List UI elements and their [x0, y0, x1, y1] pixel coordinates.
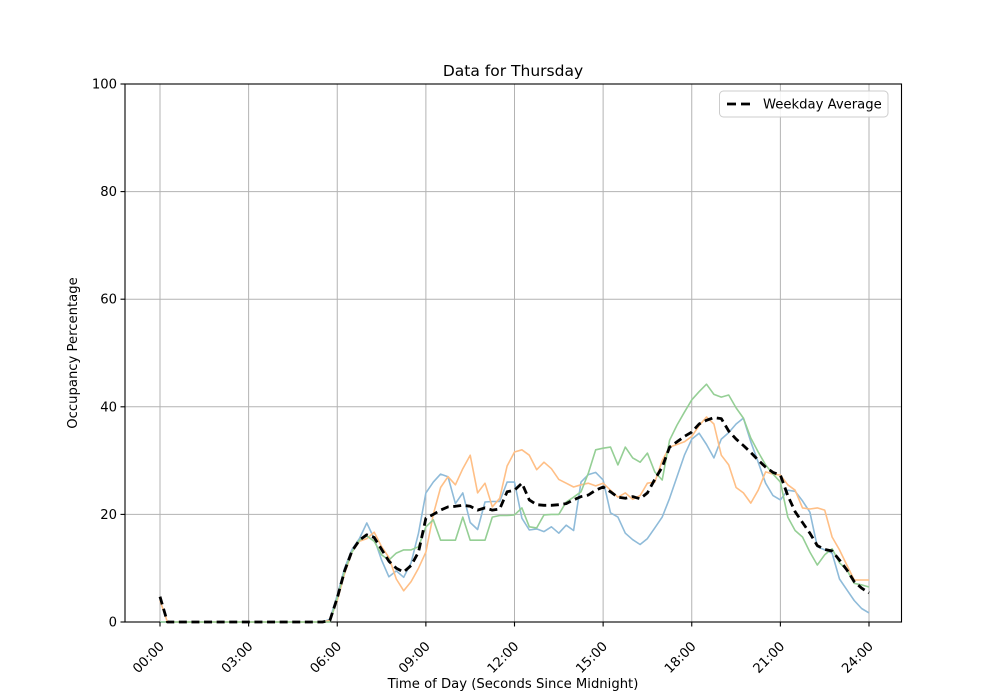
gridlines — [125, 83, 902, 623]
x-axis-label: Time of Day (Seconds Since Midnight) — [387, 677, 639, 692]
x-tick-label-12:00: 12:00 — [485, 639, 522, 676]
x-tick-label-24:00: 24:00 — [839, 639, 876, 676]
y-tick-labels: 0 20 40 60 80 100 — [92, 78, 117, 631]
x-tick-label-21:00: 21:00 — [751, 639, 788, 676]
tick-marks — [120, 83, 870, 627]
y-tick-label-20: 20 — [100, 508, 117, 523]
plot-area-border — [124, 83, 903, 623]
x-tick-label-15:00: 15:00 — [573, 639, 610, 676]
legend-frame — [719, 90, 889, 118]
y-tick-label-80: 80 — [100, 185, 117, 200]
x-tick-label-18:00: 18:00 — [662, 639, 699, 676]
legend: Weekday Average — [719, 90, 889, 118]
series-line-day-line-3 — [160, 383, 870, 623]
x-tick-label-00:00: 00:00 — [130, 639, 167, 676]
y-tick-label-60: 60 — [100, 293, 117, 308]
y-tick-label-100: 100 — [92, 78, 117, 93]
y-tick-label-0: 0 — [109, 616, 117, 631]
data-series — [158, 383, 870, 624]
y-tick-label-40: 40 — [100, 400, 117, 415]
legend-entry-label: Weekday Average — [763, 98, 882, 113]
x-tick-label-03:00: 03:00 — [219, 639, 256, 676]
x-tick-label-09:00: 09:00 — [396, 639, 433, 676]
chart-title: Data for Thursday — [443, 62, 583, 80]
x-tick-labels: 00:00 03:00 06:00 09:00 12:00 15:00 18:00 21:00… — [130, 639, 876, 676]
x-tick-label-06:00: 06:00 — [308, 639, 345, 676]
y-axis-label: Occupancy Percentage — [66, 277, 81, 428]
